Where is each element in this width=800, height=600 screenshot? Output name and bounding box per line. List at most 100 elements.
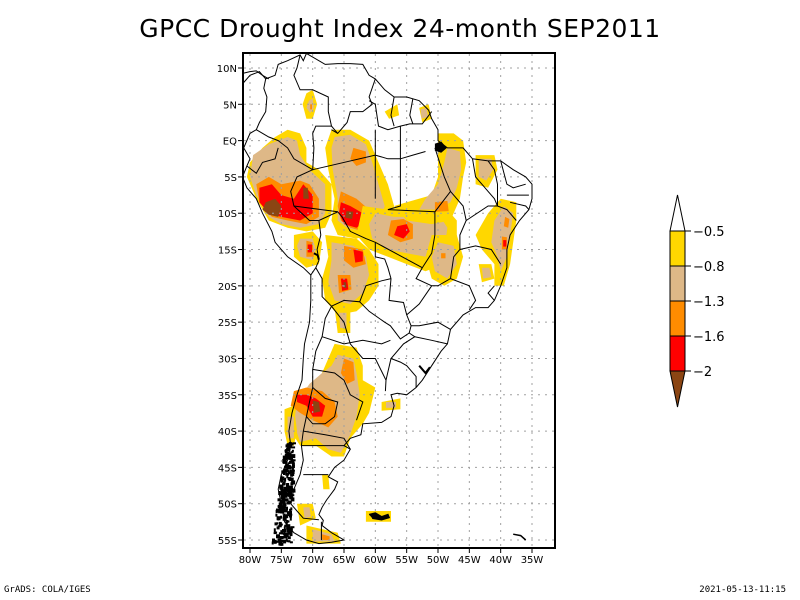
country-border <box>368 100 433 131</box>
coastline-central-america-north <box>243 70 270 80</box>
lon-tick-label: 80W <box>239 555 262 566</box>
drought-area <box>353 249 363 263</box>
lon-tick-label: 45W <box>458 555 481 566</box>
drought-area <box>303 187 309 199</box>
country-border <box>246 147 279 175</box>
country-border <box>306 387 339 425</box>
drought-area <box>386 402 396 408</box>
lat-tick-label: 50S <box>218 500 237 511</box>
lat-tick-label: EQ <box>223 137 237 148</box>
lon-tick-label: 55W <box>395 555 418 566</box>
drought-area <box>481 267 492 279</box>
lake-titicaca <box>313 252 320 260</box>
drought-area <box>503 216 510 228</box>
drought-area <box>262 198 282 217</box>
lon-tick-label: 70W <box>301 555 324 566</box>
country-border <box>487 285 495 301</box>
lat-tick-label: 25S <box>218 318 237 329</box>
drought-area <box>312 400 321 413</box>
marajo-island <box>434 141 447 153</box>
drought-area <box>322 474 330 490</box>
drought-area <box>307 244 312 253</box>
drought-area <box>441 253 446 259</box>
lat-tick-label: 5N <box>223 100 237 111</box>
lat-tick-label: 30S <box>218 354 237 365</box>
country-border <box>390 332 417 388</box>
country-border <box>331 278 392 307</box>
longitude-axis: 80W 75W 70W 65W 60W 55W 50W 45W 40W 35W <box>239 548 544 566</box>
legend-swatch <box>669 265 686 302</box>
legend-label: −2 <box>693 365 712 380</box>
legend-swatch <box>669 230 686 267</box>
legend-label: −0.5 <box>693 225 725 240</box>
lon-tick-label: 75W <box>270 555 293 566</box>
drought-area <box>350 147 366 166</box>
drought-area <box>303 507 311 519</box>
lat-tick-label: 55S <box>218 536 237 547</box>
country-border <box>406 147 452 316</box>
lon-tick-label: 40W <box>489 555 512 566</box>
chile-archipelago <box>271 442 296 546</box>
legend-label: −0.8 <box>693 260 725 275</box>
lat-tick-label: 5S <box>224 173 237 184</box>
drought-area <box>322 534 330 540</box>
coastline <box>241 52 533 545</box>
footer-timestamp: 2021-05-13-11:15 <box>699 585 786 595</box>
legend-label: −1.6 <box>693 330 725 345</box>
country-border <box>388 278 412 334</box>
lon-tick-label: 60W <box>364 555 387 566</box>
legend-swatch <box>669 300 686 337</box>
legend-label: −1.3 <box>693 295 725 310</box>
country-border <box>387 209 435 213</box>
lat-tick-label: 10N <box>217 64 237 75</box>
map-title: GPCC Drought Index 24-month SEP2011 <box>139 14 661 43</box>
country-border <box>312 368 364 421</box>
country-border <box>293 205 338 213</box>
lon-tick-label: 35W <box>521 555 544 566</box>
drought-area <box>419 147 462 210</box>
lon-tick-label: 50W <box>427 555 450 566</box>
lat-tick-label: 15S <box>218 246 237 257</box>
lat-tick-label: 40S <box>218 427 237 438</box>
country-border <box>414 336 448 345</box>
drought-area <box>310 104 312 110</box>
lat-tick-label: 10S <box>218 209 237 220</box>
country-border <box>312 151 426 171</box>
color-legend: −0.5 −0.8 −1.3 −1.6 −2 <box>669 194 725 408</box>
country-border <box>321 336 391 345</box>
drought-area <box>345 211 354 219</box>
country-border <box>450 278 477 311</box>
country-border <box>387 126 401 211</box>
country-border <box>411 321 451 330</box>
coastline-central-america <box>243 71 267 83</box>
country-border <box>409 98 414 125</box>
country-border <box>390 96 395 127</box>
country-border <box>472 158 498 207</box>
drought-area <box>478 158 494 181</box>
drought-area <box>306 98 314 113</box>
coastline-borders <box>241 52 533 546</box>
country-border <box>509 201 530 210</box>
drought-area <box>420 107 428 119</box>
country-border <box>318 211 392 279</box>
country-border <box>384 358 392 392</box>
drought-area <box>503 240 507 247</box>
lon-tick-label: 65W <box>333 555 356 566</box>
legend-swatch <box>669 335 686 372</box>
country-border <box>487 160 498 206</box>
lat-tick-label: 20S <box>218 282 237 293</box>
lat-tick-label: 35S <box>218 391 237 402</box>
lat-tick-label: 45S <box>218 463 237 474</box>
drought-area <box>394 224 410 239</box>
country-border <box>500 160 526 189</box>
falkland-islands <box>368 512 391 521</box>
latitude-axis: 10N 5N EQ 5S 10S 15S 20S 25S 30S 35S 40S 45S 50S 55S <box>217 64 243 547</box>
country-border <box>375 241 423 269</box>
country-border <box>331 78 376 135</box>
country-border <box>293 54 339 134</box>
country-border <box>331 305 387 381</box>
country-border <box>290 169 319 221</box>
map-frame <box>242 52 556 549</box>
country-border <box>256 125 332 171</box>
